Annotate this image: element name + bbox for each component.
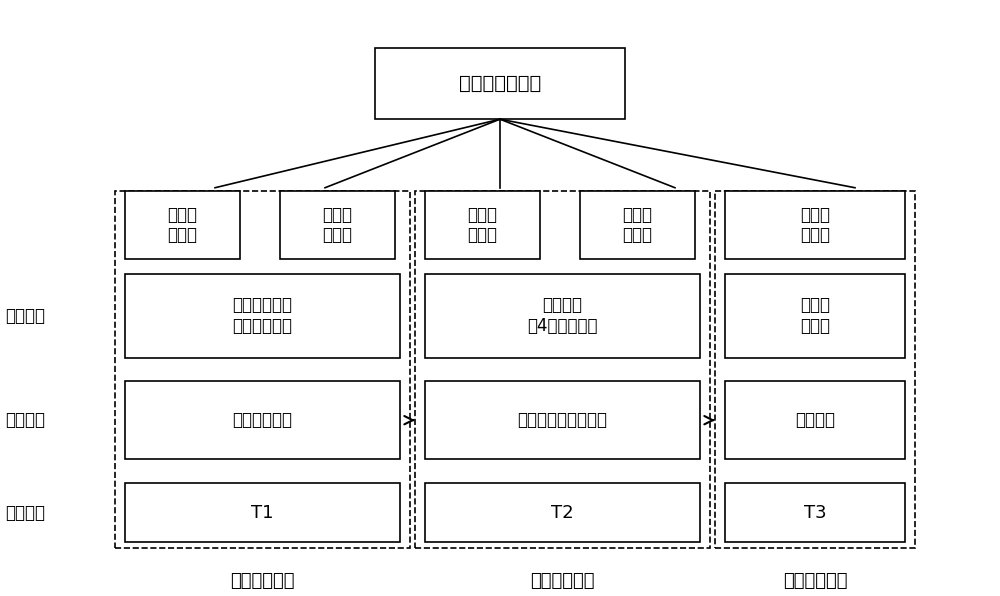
- Bar: [425, 274, 700, 358]
- Bar: [580, 191, 695, 259]
- Text: 系统统一时间
脉冲发出时刻: 系统统一时间 脉冲发出时刻: [232, 296, 292, 336]
- Bar: [425, 191, 540, 259]
- Text: 流水线控制模块: 流水线控制模块: [459, 74, 541, 93]
- Bar: [725, 274, 905, 358]
- Bar: [375, 48, 625, 119]
- Text: 插值时
刻计算: 插值时 刻计算: [622, 206, 652, 244]
- Text: 启动条件: 启动条件: [5, 411, 45, 429]
- Text: 插值数
据处理: 插值数 据处理: [800, 206, 830, 244]
- Text: 采样脉
冲输出: 采样脉 冲输出: [322, 206, 352, 244]
- Bar: [725, 191, 905, 259]
- Bar: [715, 191, 915, 548]
- Text: T1: T1: [251, 504, 274, 522]
- Bar: [425, 381, 700, 459]
- Bar: [280, 191, 395, 259]
- Text: 时钟脉
冲同步: 时钟脉 冲同步: [168, 206, 198, 244]
- Bar: [425, 483, 700, 542]
- Text: 插值时刻
近4次采样数据: 插值时刻 近4次采样数据: [527, 296, 598, 336]
- Text: 计算完成: 计算完成: [795, 411, 835, 429]
- Text: 数据接
收解码: 数据接 收解码: [468, 206, 498, 244]
- Bar: [125, 483, 400, 542]
- Text: 第三级流水线: 第三级流水线: [783, 572, 847, 590]
- Text: 解析完有效采样数据: 解析完有效采样数据: [518, 411, 608, 429]
- Bar: [125, 274, 400, 358]
- Text: T3: T3: [804, 504, 826, 522]
- Bar: [725, 381, 905, 459]
- Bar: [125, 191, 240, 259]
- Text: 第一级流水线: 第一级流水线: [230, 572, 295, 590]
- Bar: [125, 381, 400, 459]
- Bar: [415, 191, 710, 548]
- Bar: [115, 191, 410, 548]
- Text: 缓存数据: 缓存数据: [5, 307, 45, 325]
- Text: 第二级流水线: 第二级流水线: [530, 572, 595, 590]
- Text: 插值计
算结果: 插值计 算结果: [800, 296, 830, 336]
- Text: T2: T2: [551, 504, 574, 522]
- Text: 发出采样脉冲: 发出采样脉冲: [232, 411, 292, 429]
- Text: 占用时间: 占用时间: [5, 504, 45, 522]
- Bar: [725, 483, 905, 542]
